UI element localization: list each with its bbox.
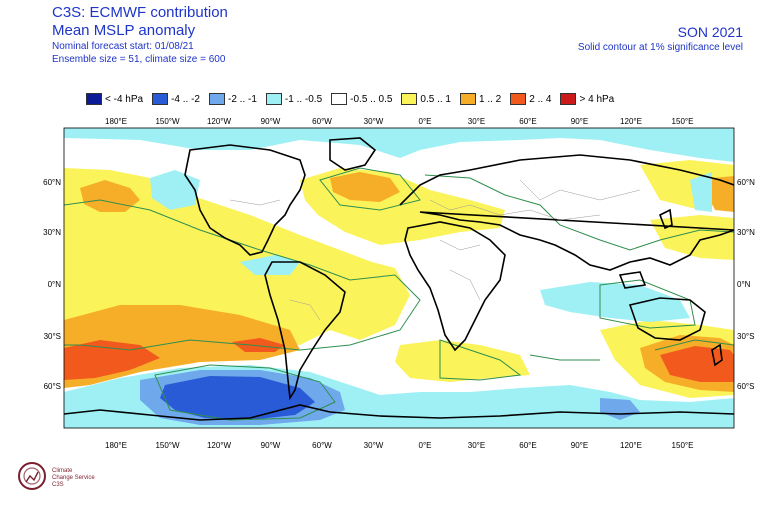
anomaly-neg-1-s-indian — [600, 398, 640, 420]
coastlines — [64, 137, 734, 421]
anomaly-pos-05-s-atlantic — [395, 340, 530, 382]
legend-item: -0.5 .. 0.5 — [331, 93, 392, 105]
axis-tick-label: 150°W — [155, 441, 180, 450]
longitude-labels-bottom: 180°E 150°W 120°W 90°W 60°W 30°W 0°E 30°E 60°E 90… — [105, 441, 693, 450]
legend-swatch — [331, 93, 348, 105]
legend-swatch — [209, 93, 225, 105]
legend-item: 2 .. 4 — [510, 93, 551, 105]
legend-label: -2 .. -1 — [228, 93, 257, 105]
legend-swatch — [401, 93, 418, 105]
logo-line-2: Change Service — [52, 475, 95, 481]
axis-tick-label: 30°N — [43, 228, 61, 237]
axis-tick-label: 120°W — [207, 441, 232, 450]
axis-tick-label: 30°S — [44, 332, 61, 341]
longitude-labels-top: 180°E 150°W 120°W 90°W 60°W 30°W 0°E 30°E 60°E 90… — [105, 117, 693, 126]
chart-title: C3S: ECMWF contribution — [52, 4, 228, 21]
title-block: C3S: ECMWF contribution Mean MSLP anomal… — [52, 4, 228, 66]
season-block: SON 2021 Solid contour at 1% significanc… — [578, 24, 743, 54]
axis-tick-label: 90°E — [571, 441, 588, 450]
logo-line-3: C3S — [52, 482, 64, 488]
legend-label: 0.5 .. 1 — [420, 93, 451, 105]
axis-tick-label: 60°N — [737, 178, 755, 187]
axis-tick-label: 180°E — [105, 117, 127, 126]
legend-swatch — [86, 93, 102, 105]
axis-tick-label: 180°E — [105, 441, 127, 450]
legend-item: -2 .. -1 — [209, 93, 257, 105]
axis-tick-label: 60°S — [737, 382, 754, 391]
anomaly-pos-1-ne-pacific — [708, 176, 734, 212]
axis-tick-label: 60°S — [44, 382, 61, 391]
legend-label: 1 .. 2 — [478, 93, 502, 105]
axis-tick-label: 0°E — [419, 117, 432, 126]
anomaly-pos-2-s-pacific-b — [232, 338, 285, 352]
axis-tick-label: 150°E — [672, 117, 694, 126]
legend-item: 1 .. 2 — [459, 93, 502, 105]
axis-tick-label: 60°W — [312, 117, 332, 126]
axis-tick-label: 150°E — [672, 441, 694, 450]
axis-tick-label: 90°W — [261, 117, 281, 126]
legend-item: < -4 hPa — [86, 93, 143, 105]
logo-text: Climate Change Service C3S — [52, 468, 95, 489]
country-borders — [229, 179, 641, 321]
axis-tick-label: 90°W — [261, 441, 281, 450]
axis-tick-label: 30°S — [737, 332, 754, 341]
anomaly-pos-1-n-pacific — [80, 180, 140, 212]
axis-tick-label: 90°E — [571, 117, 588, 126]
anomaly-fields — [64, 128, 734, 428]
anomaly-neg-2-amundsen — [160, 376, 315, 420]
legend-swatch — [152, 93, 169, 105]
legend-item: -4 .. -2 — [152, 93, 200, 105]
legend-swatch — [560, 93, 577, 105]
chart-subtitle: Mean MSLP anomaly — [52, 22, 196, 39]
latitude-labels-right: 60°N 30°N 0°N 30°S 60°S — [737, 178, 755, 391]
axis-tick-label: 0°N — [48, 280, 62, 289]
axis-tick-label: 30°E — [468, 441, 485, 450]
latitude-labels-left: 60°N 30°N 0°N 30°S 60°S — [43, 178, 61, 391]
anomaly-pos-1-n-atlantic — [330, 172, 400, 202]
axis-tick-label: 30°E — [468, 117, 485, 126]
copernicus-logo — [18, 462, 46, 490]
significance-note: Solid contour at 1% significance level — [577, 42, 743, 53]
anomaly-pos-2-tasman — [660, 346, 734, 382]
map-frame — [63, 127, 735, 429]
axis-tick-label: 0°N — [737, 280, 751, 289]
axis-tick-label: 60°E — [519, 441, 536, 450]
axis-tick-label: 120°E — [620, 441, 642, 450]
anomaly-neg-05-indian — [540, 282, 690, 322]
axis-tick-label: 60°N — [43, 178, 61, 187]
legend-label: < -4 hPa — [105, 93, 144, 105]
legend-item: > 4 hPa — [560, 93, 614, 105]
axis-tick-label: 30°N — [737, 228, 755, 237]
axis-tick-label: 150°W — [155, 117, 180, 126]
significance-contours — [64, 167, 734, 421]
legend-swatch — [265, 93, 282, 105]
axis-tick-label: 120°E — [620, 117, 642, 126]
legend-label: > 4 hPa — [579, 93, 615, 105]
legend-swatch — [459, 93, 476, 105]
legend-label: -0.5 .. 0.5 — [350, 93, 393, 105]
legend-label: 2 .. 4 — [529, 93, 552, 105]
axis-tick-label: 30°W — [364, 117, 384, 126]
axis-tick-label: 60°E — [519, 117, 536, 126]
legend-label: -4 .. -2 — [171, 93, 200, 105]
axis-tick-label: 30°W — [364, 441, 384, 450]
ensemble-text: Ensemble size = 51, climate size = 600 — [52, 54, 226, 65]
forecast-start-text: Nominal forecast start: 01/08/21 — [52, 41, 194, 52]
axis-tick-label: 60°W — [312, 441, 332, 450]
legend-item: -1 .. -0.5 — [265, 93, 323, 105]
color-legend: < -4 hPa -4 .. -2 -2 .. -1 -1 .. -0.5 -0.5 .… — [86, 92, 623, 106]
season-label: SON 2021 — [677, 24, 743, 40]
axis-tick-label: 120°W — [207, 117, 232, 126]
anomaly-pos-2-s-pacific — [64, 340, 160, 380]
legend-item: 0.5 .. 1 — [401, 93, 451, 105]
axis-tick-label: 0°E — [419, 441, 432, 450]
legend-label: -1 .. -0.5 — [284, 93, 323, 105]
logo-line-1: Climate — [52, 468, 73, 474]
anomaly-neg-05-ne-asia — [690, 172, 712, 212]
legend-swatch — [510, 93, 527, 105]
anomaly-neg-05-arctic — [64, 128, 734, 162]
